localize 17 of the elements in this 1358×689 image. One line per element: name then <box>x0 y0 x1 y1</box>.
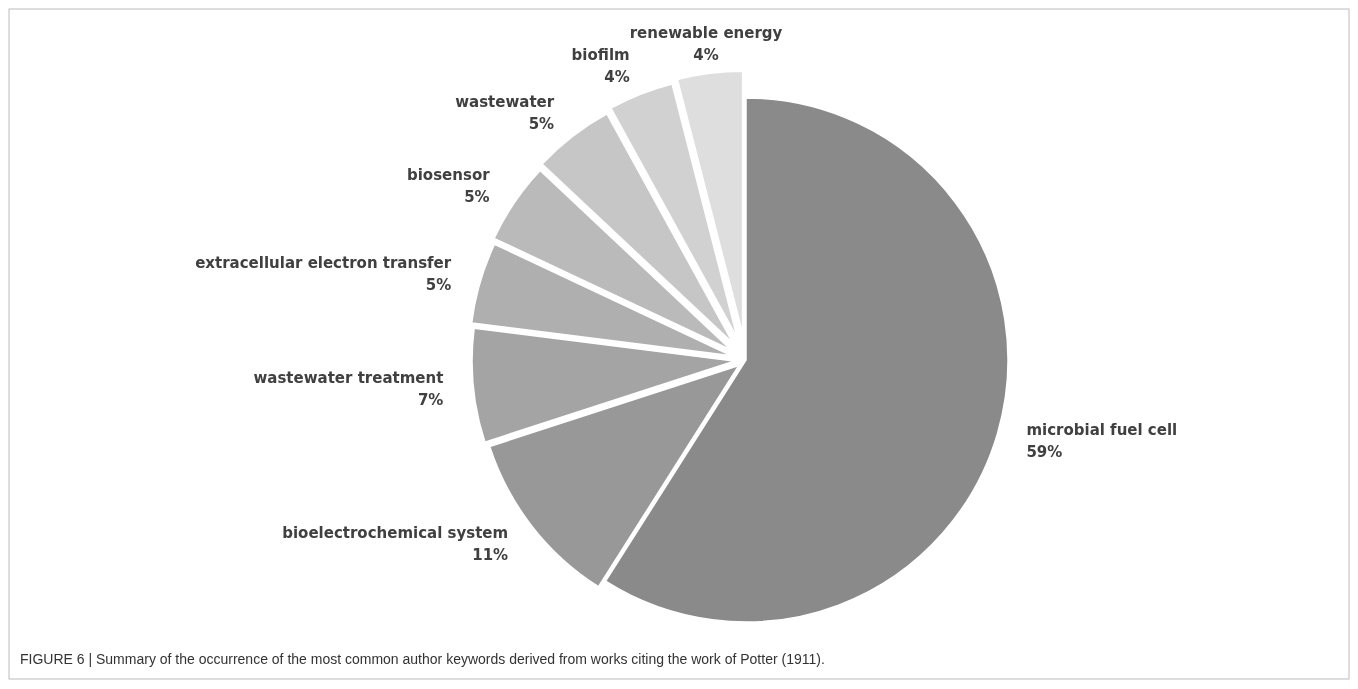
slice-label: biosensor <box>407 165 491 184</box>
slice-label: microbial fuel cell <box>1026 421 1178 440</box>
caption: FIGURE 6 | Summary of the occurrence of the most common author keywords derived from works citing the work of Potter (1911). <box>20 651 825 667</box>
data-label: 11% <box>472 546 509 565</box>
data-label: 5% <box>464 187 490 206</box>
slice-label: wastewater <box>455 92 555 111</box>
slice-label: biofilm <box>571 46 630 65</box>
data-label: 5% <box>528 114 555 133</box>
data-label: 59% <box>1026 443 1063 462</box>
data-label: 4% <box>693 45 719 64</box>
slice-label: bioelectrochemical system <box>282 524 509 543</box>
data-label: 7% <box>417 390 444 409</box>
slice-label: renewable energy <box>629 23 783 42</box>
data-label: 5% <box>425 276 452 295</box>
slice-label: wastewater treatment <box>253 368 444 387</box>
slice-label: extracellular electron transfer <box>195 254 452 273</box>
data-label: 4% <box>604 68 630 87</box>
